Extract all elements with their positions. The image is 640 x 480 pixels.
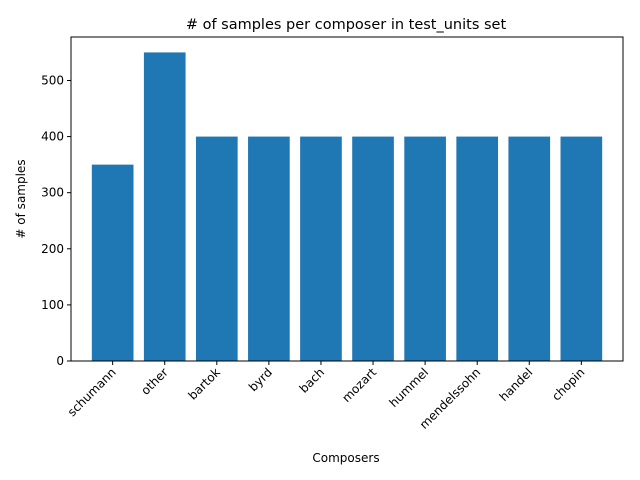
bar-bartok — [195, 136, 238, 361]
x-tick-label: bartok — [186, 365, 223, 402]
chart-title: # of samples per composer in test_units … — [186, 17, 507, 33]
bar-handel — [508, 136, 551, 361]
bar-byrd — [248, 136, 290, 361]
x-tick-label: schumann — [65, 365, 119, 419]
x-tick-label: handel — [497, 365, 536, 404]
y-tick-label: 300 — [41, 186, 64, 200]
x-tick-label: mozart — [339, 365, 379, 405]
bar-schumann — [91, 164, 134, 361]
x-tick-label: hummel — [386, 365, 431, 410]
x-axis-ticks: schumann other bartok byrd bach mozart hummelm… — [65, 361, 587, 432]
y-axis-ticks: 0 100 200 300 400 500 — [41, 73, 71, 368]
bars-layer — [91, 52, 603, 362]
y-tick-label: 400 — [41, 130, 64, 144]
bar-hummel — [404, 136, 446, 361]
x-tick-label: other — [138, 365, 171, 398]
plot-frame — [70, 36, 624, 362]
bar-mendelssohn — [456, 136, 499, 361]
x-tick-label: bach — [297, 365, 328, 396]
x-axis-label: Composers — [312, 451, 379, 465]
bar-chopin — [560, 136, 603, 361]
y-tick-label: 200 — [41, 242, 64, 256]
x-tick-label: byrd — [246, 365, 275, 394]
y-tick-label: 100 — [41, 298, 64, 312]
y-tick-label: 500 — [41, 73, 64, 87]
bar-mozart — [352, 136, 394, 361]
bar-other — [143, 52, 186, 362]
x-tick-label: chopin — [549, 365, 587, 403]
bar-bach — [300, 136, 342, 361]
y-tick-label: 0 — [56, 354, 64, 368]
y-axis-label: # of samples — [14, 159, 28, 238]
